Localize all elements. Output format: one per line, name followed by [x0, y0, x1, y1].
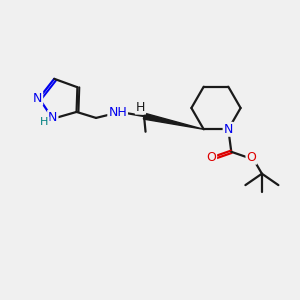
- Text: H: H: [136, 100, 145, 114]
- Polygon shape: [143, 113, 204, 129]
- Text: N: N: [224, 123, 233, 136]
- Text: N: N: [48, 111, 58, 124]
- Text: O: O: [247, 151, 256, 164]
- Text: H: H: [40, 117, 49, 127]
- Text: NH: NH: [108, 106, 127, 119]
- Text: O: O: [206, 151, 216, 164]
- Text: N: N: [33, 92, 42, 105]
